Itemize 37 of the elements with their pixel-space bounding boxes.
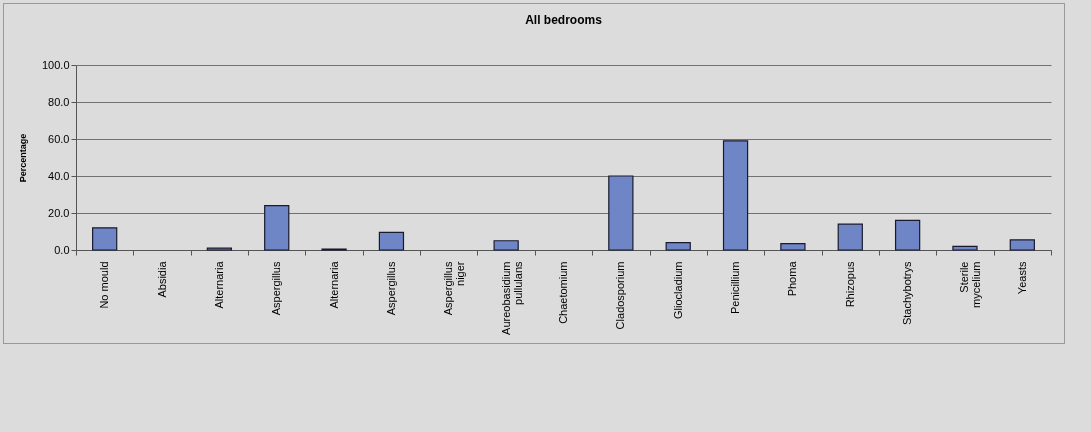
chart-title: All bedrooms: [525, 13, 603, 27]
x-tick-label: Gliocladium: [671, 261, 684, 319]
x-tick-label: Cladosporium: [614, 261, 627, 330]
bar: [493, 240, 519, 251]
y-axis-title: Percentage: [17, 133, 28, 183]
x-tick-label: Sterile mycelium: [958, 261, 983, 308]
x-tick-label: Alternaria: [327, 260, 340, 309]
x-tick-label: Aspergillus niger: [442, 261, 467, 316]
bar: [378, 231, 405, 251]
x-tick-label: Aspergillus: [270, 261, 283, 316]
y-tick-label: 60.0: [48, 132, 70, 145]
bar: [837, 223, 863, 251]
x-tick-label: Absidia: [155, 260, 168, 298]
x-tick-label: Stachybotrys: [901, 261, 914, 326]
bar: [894, 219, 921, 251]
x-tick-label: Phoma: [786, 260, 799, 297]
y-tick-label: 0.0: [54, 243, 70, 256]
x-tick-label: Penicillium: [729, 261, 742, 315]
y-tick-label: 40.0: [48, 169, 70, 182]
bar: [722, 140, 749, 251]
bar: [1009, 239, 1035, 251]
x-tick-label: Rhizopus: [843, 261, 856, 308]
x-tick-label: Alternaria: [212, 260, 225, 309]
y-tick-label: 100.0: [41, 58, 70, 71]
bar: [264, 205, 290, 251]
bar: [665, 242, 691, 251]
x-tick-label: Chaetomium: [557, 261, 569, 324]
y-tick-label: 80.0: [48, 95, 70, 108]
x-tick-label: No mould: [98, 261, 111, 309]
bar: [780, 242, 806, 251]
x-tick-label: Aspergillus: [384, 261, 397, 316]
bar: [608, 175, 634, 251]
bar: [92, 227, 118, 251]
y-tick-label: 20.0: [48, 206, 70, 219]
x-tick-label: Aureobasidium pullulans: [499, 261, 524, 335]
bar: [952, 245, 978, 251]
x-tick-label: Yeasts: [1015, 261, 1028, 295]
